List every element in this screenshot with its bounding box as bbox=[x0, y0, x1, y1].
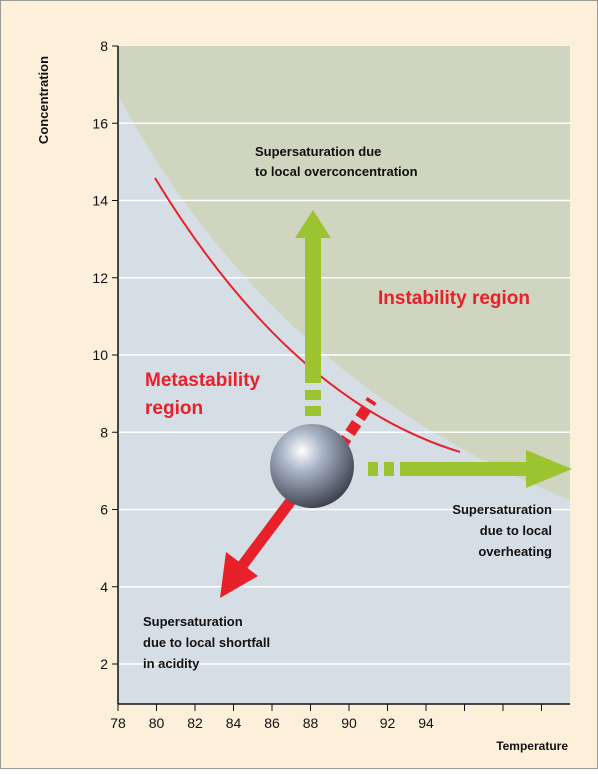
x-tick-label: 80 bbox=[149, 715, 165, 731]
y-tick-label: 10 bbox=[92, 347, 108, 363]
arrow-right bbox=[400, 462, 528, 476]
x-tick-label: 78 bbox=[110, 715, 126, 731]
x-axis-label: Temperature bbox=[496, 739, 568, 753]
note: due to local shortfall bbox=[143, 635, 270, 650]
arrow-right-head bbox=[526, 450, 572, 488]
x-tick-label: 92 bbox=[380, 715, 396, 731]
dash bbox=[368, 462, 378, 476]
x-tick-label: 84 bbox=[226, 715, 242, 731]
y-tick-label: 4 bbox=[100, 579, 108, 595]
region-label: Instability region bbox=[378, 288, 530, 309]
y-tick-label: 16 bbox=[92, 115, 108, 131]
x-tick-label: 94 bbox=[418, 715, 434, 731]
y-tick-label: 6 bbox=[100, 502, 108, 518]
grid bbox=[118, 122, 570, 665]
dash bbox=[305, 390, 321, 400]
instable-area bbox=[118, 46, 570, 500]
arrow-up-head bbox=[295, 210, 331, 238]
note: Supersaturation bbox=[452, 502, 552, 517]
arrow-up bbox=[305, 238, 321, 383]
y-tick-label: 8 bbox=[100, 38, 108, 54]
note: in acidity bbox=[143, 656, 200, 671]
region-label: region bbox=[145, 398, 203, 419]
dash bbox=[305, 406, 321, 416]
y-tick-label: 12 bbox=[92, 270, 108, 286]
arrow-down-head bbox=[220, 552, 258, 598]
particle bbox=[270, 424, 354, 508]
y-tick-label: 14 bbox=[92, 193, 108, 209]
arrow-down bbox=[237, 490, 301, 570]
note: overheating bbox=[478, 544, 552, 559]
dash bbox=[384, 462, 394, 476]
y-tick-label: 8 bbox=[100, 424, 108, 440]
x-tick-label: 82 bbox=[187, 715, 203, 731]
note: Supersaturation due bbox=[255, 144, 381, 159]
note: to local overconcentration bbox=[255, 164, 418, 179]
solubility-curve bbox=[154, 177, 461, 453]
note: due to local bbox=[480, 523, 552, 538]
y-tick-label: 2 bbox=[100, 656, 108, 672]
x-tick-label: 86 bbox=[264, 715, 280, 731]
red-dashes bbox=[335, 396, 377, 452]
region-label: Metastability bbox=[145, 370, 261, 391]
x-tick-label: 90 bbox=[341, 715, 357, 731]
note: Supersaturation bbox=[143, 614, 243, 629]
arrows bbox=[220, 210, 572, 598]
y-axis-label: Concentration bbox=[36, 56, 51, 144]
x-tick-label: 88 bbox=[303, 715, 319, 731]
